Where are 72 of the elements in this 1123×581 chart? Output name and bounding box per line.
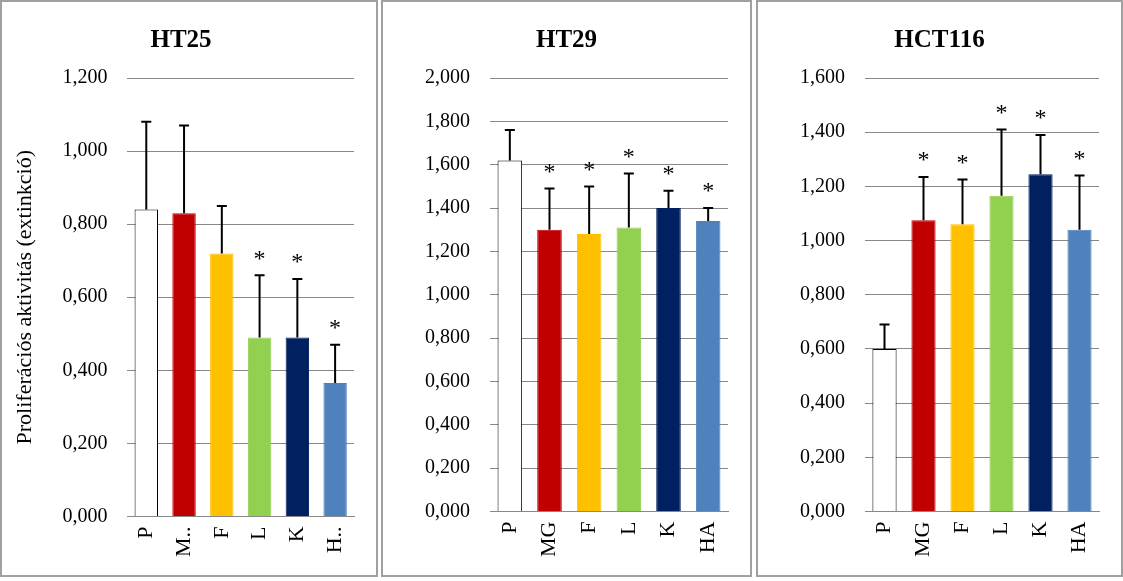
annotation: * [956,148,969,175]
bar [911,220,936,512]
x-tick-label: P [870,521,896,534]
bar [1067,229,1092,512]
bar [285,337,310,516]
x-tick-label: L [245,526,271,540]
x-tick-label: M.. [169,526,195,557]
x-tick-label: K [1026,521,1052,538]
chart-title: HCT116 [894,25,985,53]
y-tick-label: 1,200 [62,65,108,88]
y-tick-label: 2,000 [425,65,470,88]
annotation: * [1034,104,1047,131]
y-tick-label: 0,000 [800,498,845,521]
y-tick-label: 0,400 [425,412,470,435]
annotation: * [702,177,715,204]
y-tick-label: 1,600 [425,151,470,174]
bar [950,224,975,512]
x-tick-label: HA [1065,521,1091,554]
chart-title: HT25 [150,25,212,53]
bar [989,195,1014,512]
y-tick-label: 0,200 [800,444,845,467]
x-tick-label: P [132,526,158,539]
y-tick-label: 0,000 [62,503,108,526]
y-tick-label: 0,400 [62,357,108,380]
y-tick-label: 0,800 [425,325,470,348]
y-tick-label: 0,600 [425,368,470,391]
x-tick-label: F [207,526,233,539]
y-tick-label: 0,000 [425,498,470,521]
y-tick-label: 1,400 [425,195,470,218]
bar [247,337,272,516]
bar [1028,174,1053,512]
annotation: * [583,155,596,182]
annotation: * [291,248,304,275]
annotation: * [622,142,635,169]
annotation: * [329,314,342,341]
x-tick-label: K [283,526,309,543]
y-tick-label: 1,600 [800,65,845,88]
y-tick-label: 0,400 [800,390,845,413]
y-tick-label: 1,000 [425,282,470,305]
annotation: * [995,98,1008,125]
annotation: * [917,146,930,173]
bar [323,383,347,516]
y-tick-label: 1,800 [425,108,470,131]
y-tick-label: 1,200 [800,173,845,196]
y-tick-label: 0,600 [62,284,108,307]
y-tick-label: 1,400 [800,119,845,142]
x-tick-label: P [495,521,521,534]
annotation: * [662,160,675,187]
annotation: * [1073,144,1086,171]
y-tick-label: 0,800 [62,211,108,234]
y-tick-label: 0,200 [62,430,108,453]
x-tick-label: MG [535,521,561,557]
x-tick-label: F [948,521,974,534]
x-tick-label: L [614,521,640,535]
y-tick-label: 0,200 [425,455,470,478]
x-tick-label: H.. [320,526,346,554]
chart-title: HT29 [535,25,598,53]
y-tick-label: 1,000 [62,138,108,161]
y-tick-label: 1,200 [425,238,470,261]
annotation: * [253,244,266,271]
x-tick-label: HA [693,521,719,554]
x-tick-label: MG [909,521,935,557]
x-tick-label: L [987,521,1013,535]
annotation: * [543,157,556,184]
x-tick-label: K [654,521,680,538]
y-tick-label: 1,000 [800,227,845,250]
y-axis-title: Proliferációs aktivitás (extinkció) [10,149,36,445]
x-tick-label: F [574,521,600,534]
y-tick-label: 0,600 [800,336,845,359]
bar [210,253,234,516]
y-tick-label: 0,800 [800,282,845,305]
bar [172,213,196,516]
